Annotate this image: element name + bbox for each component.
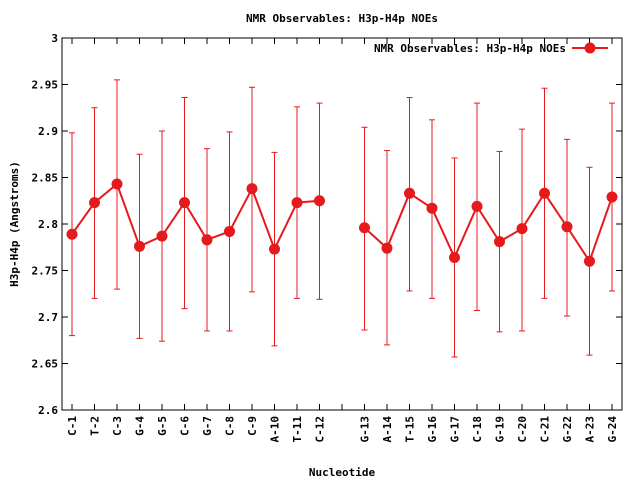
data-point [269, 243, 280, 255]
data-point [516, 223, 528, 235]
x-tick-label: C-1 [66, 416, 79, 436]
x-tick-label: G-4 [134, 416, 147, 436]
y-axis: 2.6 2.65 2.7 2.75 2.8 2.85 2.9 2.95 3 [32, 32, 622, 417]
data-point [494, 236, 505, 248]
x-tick-label: C-12 [314, 416, 327, 443]
chart-title: NMR Observables: H3p-H4p NOEs [246, 12, 438, 25]
data-point [156, 230, 168, 242]
x-tick-label: G-17 [449, 416, 462, 443]
data-point [224, 225, 235, 237]
series [66, 79, 618, 358]
data-point [404, 187, 415, 199]
x-tick-label: T-15 [404, 416, 417, 443]
x-tick-label: G-22 [561, 416, 574, 443]
data-point [89, 197, 100, 209]
data-point [606, 191, 618, 203]
y-tick-label: 2.85 [32, 172, 59, 185]
x-tick-label: G-19 [494, 416, 507, 443]
legend: NMR Observables: H3p-H4p NOEs [374, 42, 608, 55]
x-axis-label: Nucleotide [309, 466, 376, 479]
data-point [584, 255, 595, 267]
data-point [381, 242, 393, 254]
data-point [134, 240, 145, 252]
data-point [111, 178, 123, 190]
data-point [449, 251, 460, 263]
x-tick-label: C-21 [539, 416, 552, 443]
y-tick-label: 2.7 [38, 311, 58, 324]
x-tick-label: C-3 [111, 416, 124, 436]
y-tick-label: 2.95 [32, 79, 59, 92]
x-tick-label: G-13 [359, 416, 372, 443]
x-tick-label: C-20 [516, 416, 529, 443]
x-tick-label: G-24 [606, 416, 619, 443]
data-point [539, 187, 550, 199]
x-tick-label: C-18 [471, 416, 484, 443]
data-point [471, 200, 483, 212]
legend-marker [584, 42, 596, 54]
x-tick-label: T-11 [291, 416, 304, 443]
data-point [314, 195, 325, 207]
x-axis: C-1 T-2 C-3 G-4 G-5 C-6 G-7 C-8 C-9 A-10 T-11 C-12 G… [66, 38, 619, 443]
x-tick-label: C-9 [246, 416, 259, 436]
y-tick-label: 2.8 [38, 218, 58, 231]
x-tick-label: A-23 [584, 416, 597, 443]
y-tick-label: 2.9 [38, 125, 58, 138]
y-tick-label: 2.6 [38, 404, 58, 417]
x-tick-label: G-16 [426, 416, 439, 443]
y-tick-label: 3 [51, 32, 58, 45]
series-line [71, 182, 613, 264]
y-axis-label: H3p-H4p (Angstroms) [8, 161, 21, 287]
x-tick-label: G-7 [201, 416, 214, 436]
plot-frame [61, 37, 623, 411]
data-point [359, 222, 370, 234]
data-point [246, 183, 258, 195]
x-tick-label: C-6 [179, 416, 192, 436]
y-tick-label: 2.65 [32, 358, 59, 371]
x-tick-label: G-5 [156, 416, 169, 436]
data-point [179, 197, 190, 209]
data-point [66, 228, 78, 240]
x-tick-label: A-14 [381, 416, 394, 443]
data-point [426, 202, 438, 214]
x-tick-label: C-8 [224, 416, 237, 436]
legend-label: NMR Observables: H3p-H4p NOEs [374, 42, 566, 55]
x-tick-label: A-10 [269, 416, 282, 443]
data-point [291, 197, 303, 209]
x-tick-label: T-2 [89, 416, 102, 436]
data-point [201, 234, 213, 246]
y-tick-label: 2.75 [32, 265, 59, 278]
data-point [561, 221, 573, 233]
